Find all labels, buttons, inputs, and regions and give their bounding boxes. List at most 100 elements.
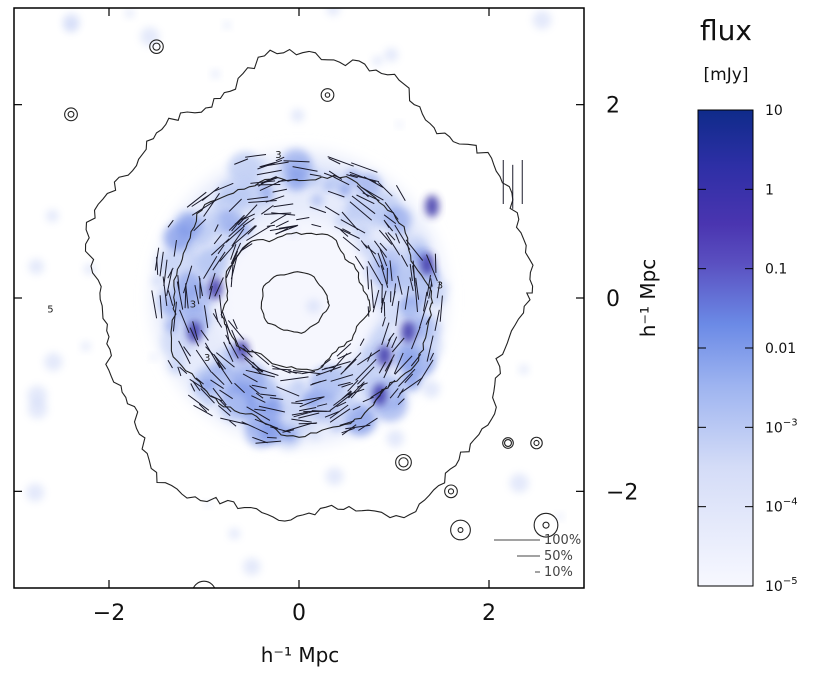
emission-blob	[290, 379, 307, 395]
polarization-vector	[167, 359, 173, 369]
polarization-vector	[242, 217, 255, 227]
faint-patch	[81, 341, 91, 351]
bright-knot	[187, 320, 202, 343]
polarization-vector	[191, 199, 217, 216]
polarization-vector	[219, 294, 223, 319]
polarization-vector	[162, 276, 168, 306]
polarization-vector	[177, 275, 180, 291]
polarization-vector	[228, 218, 249, 237]
polarization-vectors	[151, 154, 523, 444]
faint-patch	[228, 528, 240, 540]
polarization-vector	[276, 386, 300, 397]
polarization-vector	[217, 405, 231, 416]
polarization-vector	[359, 338, 365, 347]
polarization-vector	[230, 244, 237, 260]
colorbar-tick-label: 10−3	[765, 417, 798, 436]
polarization-vector	[210, 379, 224, 390]
bright-knot	[420, 253, 435, 276]
polarization-vector	[328, 157, 341, 165]
polarization-vector	[203, 256, 218, 279]
polarization-vector	[293, 370, 321, 375]
contour-knot	[64, 107, 78, 122]
polarization-vector	[310, 380, 321, 386]
polarization-vector	[387, 232, 396, 241]
polarization-vector	[327, 190, 345, 198]
polarization-vector	[434, 253, 437, 273]
polarization-vector	[291, 402, 303, 405]
polarization-vector	[228, 198, 242, 212]
contour-label: 3	[190, 300, 196, 311]
faint-patch	[532, 10, 552, 30]
contour-knot	[444, 484, 458, 499]
polarization-vector	[223, 341, 234, 363]
polarization-vector	[347, 379, 359, 392]
polarization-vector	[379, 249, 388, 267]
faint-patch	[44, 352, 63, 372]
emission-blobs	[25, 8, 564, 576]
polarization-vector	[409, 277, 414, 292]
colorbar-gradient	[697, 109, 754, 587]
polarization-vector	[232, 319, 238, 330]
polarization-vector	[362, 192, 380, 202]
faint-patch	[28, 258, 45, 275]
polarization-vector	[193, 218, 207, 232]
polarization-vector	[383, 359, 393, 379]
polarization-vector	[183, 346, 192, 357]
polarization-vector	[266, 436, 277, 439]
polarization-vector	[204, 342, 221, 369]
polarization-vector	[213, 354, 224, 371]
polarization-vector	[194, 284, 200, 305]
polarization-vector	[230, 242, 242, 265]
polarization-vector	[193, 404, 213, 417]
contour-knot-inner	[447, 488, 455, 495]
polarization-vector	[384, 201, 399, 220]
polarization-vector	[213, 182, 234, 192]
y-tick-label: 2	[606, 94, 620, 119]
contour-knot	[533, 512, 559, 538]
flux-map: 3 3 3 3 5	[14, 8, 584, 588]
contour-knot	[192, 580, 216, 588]
polarization-vector	[222, 311, 231, 333]
polarization-vector	[254, 408, 266, 412]
faint-patch	[289, 228, 298, 237]
polarization-vector	[251, 349, 270, 366]
emission-blob	[327, 366, 347, 387]
emission-blob	[269, 167, 290, 188]
polarization-vector	[391, 337, 405, 353]
polarization-vector	[429, 352, 435, 361]
faint-patch	[25, 483, 45, 502]
contour-knot	[149, 39, 164, 54]
polarization-vector	[241, 421, 269, 435]
polarization-vector	[183, 265, 193, 294]
polarization-vector	[212, 251, 226, 271]
polarization-vector	[209, 272, 216, 291]
faint-patch	[27, 385, 48, 406]
polarization-vector	[189, 327, 200, 347]
polarization-vector	[200, 388, 215, 404]
polarization-vector	[231, 217, 243, 232]
polarization-vector	[349, 201, 373, 221]
polarization-legend-label: 100%	[544, 533, 581, 548]
contour-knot	[450, 519, 471, 541]
polarization-vector	[397, 275, 403, 295]
polarization-vector	[350, 383, 365, 399]
y-tick-label: −2	[606, 480, 638, 505]
polarization-vector	[228, 214, 245, 231]
y-axis-title: h⁻¹ Mpc	[636, 259, 660, 338]
polarization-vector	[391, 336, 398, 349]
polarization-vector	[243, 348, 253, 358]
polarization-vector	[342, 236, 361, 252]
contour-label: 3	[437, 280, 443, 291]
polarization-vector	[330, 374, 354, 382]
polarization-vector	[246, 225, 271, 241]
contour-knot-inner	[504, 439, 512, 447]
polarization-vector	[233, 225, 256, 245]
faint-patch	[426, 321, 442, 337]
polarization-vector	[270, 214, 287, 225]
polarization-vector	[275, 156, 285, 162]
halo-core	[217, 216, 381, 380]
emission-blob	[228, 209, 242, 223]
polarization-vector	[411, 326, 421, 350]
polarization-vector	[255, 392, 264, 399]
polarization-vector	[367, 261, 383, 286]
